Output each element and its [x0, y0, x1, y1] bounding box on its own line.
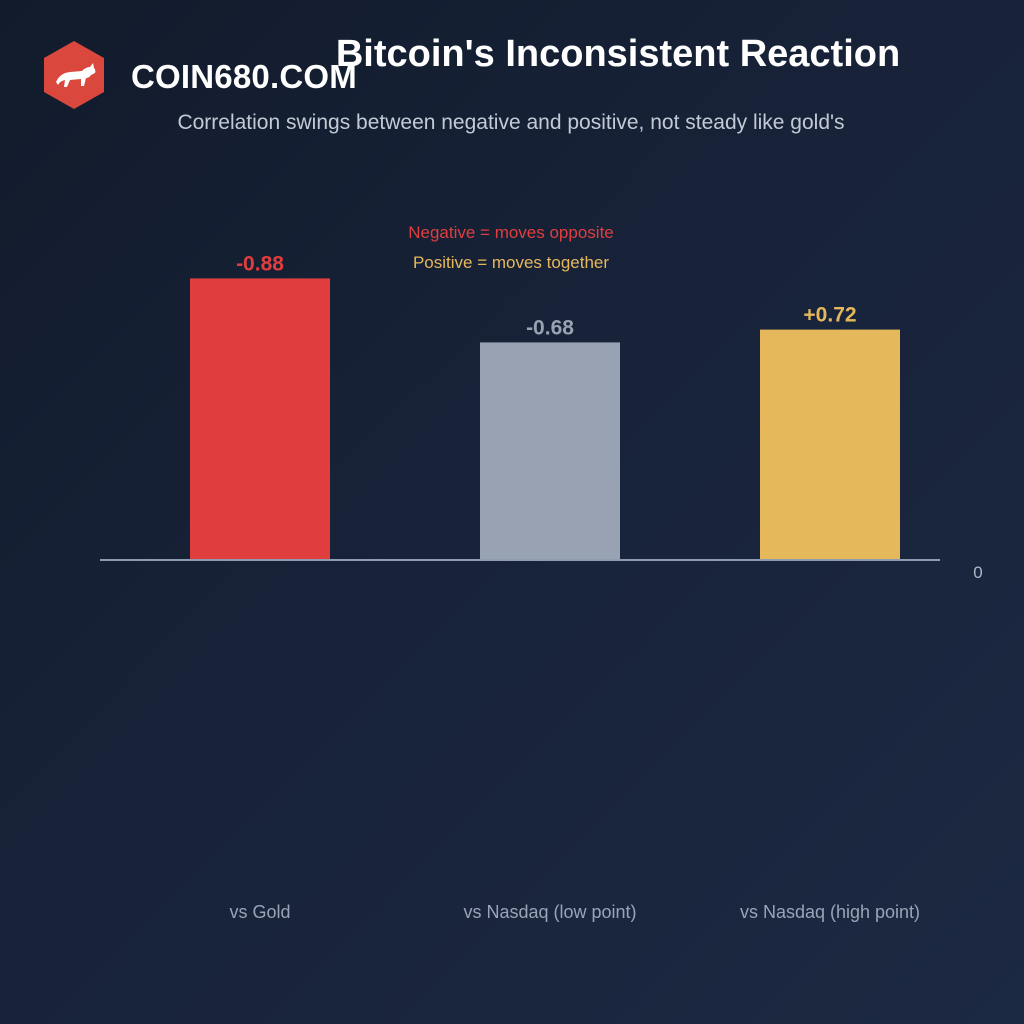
bars-group: -0.88 -0.68 +0.72 — [190, 252, 900, 560]
chart-title: Bitcoin's Inconsistent Reaction — [336, 33, 900, 75]
bar-value-label-2: -0.68 — [526, 316, 574, 339]
annotation-positive: Positive = moves together — [413, 253, 609, 272]
brand-name: COIN680.COM — [131, 58, 357, 95]
x-axis-labels: vs Gold vs Nasdaq (low point) vs Nasdaq (h… — [229, 902, 920, 922]
bar-2 — [480, 342, 620, 560]
bar-1 — [190, 278, 330, 560]
bull-icon — [44, 41, 104, 109]
chart-subtitle: Correlation swings between negative and … — [177, 111, 844, 134]
brand-logo — [42, 40, 106, 110]
bar-value-label-1: -0.88 — [236, 252, 284, 275]
annotation-negative: Negative = moves opposite — [408, 223, 614, 242]
baseline-label: 0 — [973, 563, 982, 582]
category-label-3: vs Nasdaq (high point) — [740, 902, 920, 922]
category-label-1: vs Gold — [229, 902, 290, 922]
category-label-2: vs Nasdaq (low point) — [463, 902, 636, 922]
bar-value-label-3: +0.72 — [803, 304, 856, 327]
bar-3 — [760, 329, 900, 560]
